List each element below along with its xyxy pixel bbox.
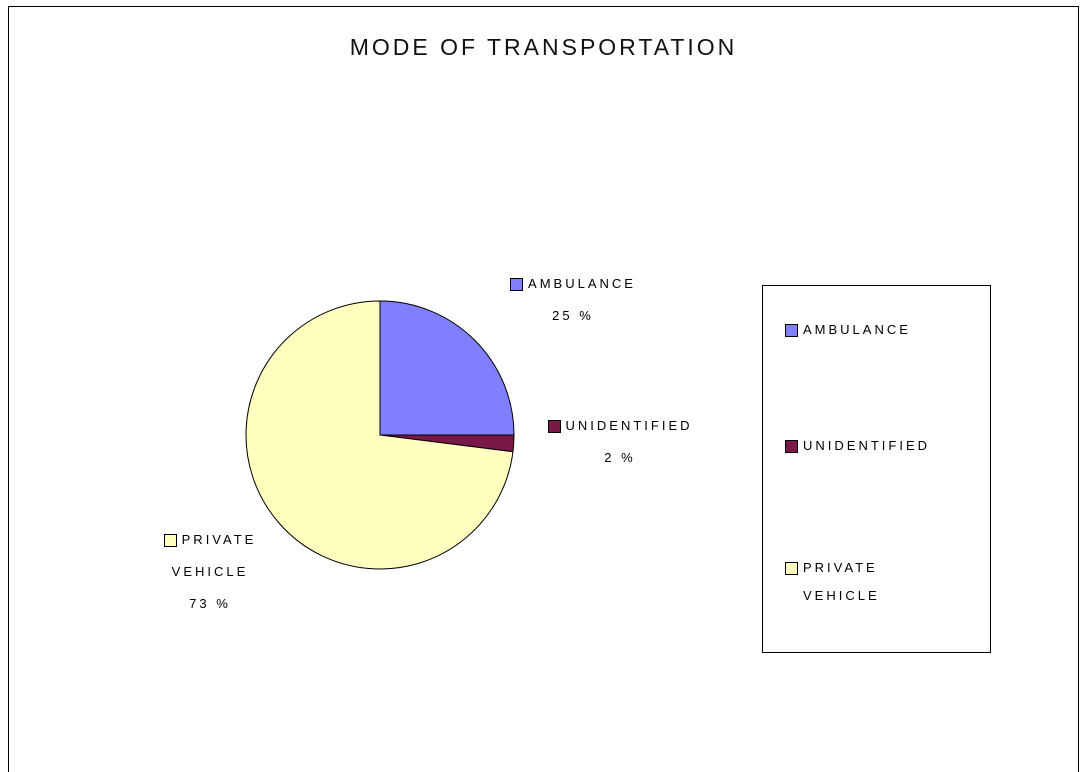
data-label-value: 2 % xyxy=(604,450,636,465)
legend-swatch xyxy=(785,562,798,575)
legend-box xyxy=(762,285,991,653)
data-label-swatch xyxy=(547,420,561,434)
legend-entry: UNIDENTIFIED xyxy=(785,432,933,460)
data-label-value: 25 % xyxy=(552,308,594,323)
data-label: PRIVATE VEHICLE 73 % xyxy=(135,524,285,620)
data-label-value: 73 % xyxy=(189,596,231,611)
data-label-name-line: PRIVATE VEHICLE xyxy=(135,524,285,588)
pie-slice xyxy=(379,300,515,436)
data-label-swatch xyxy=(163,534,177,548)
chart-title: MODE OF TRANSPORTATION xyxy=(349,34,738,60)
data-label-name: UNIDENTIFIED xyxy=(565,418,693,433)
data-label-name-line: AMBULANCE xyxy=(473,268,673,300)
legend-swatch xyxy=(785,440,798,453)
data-label-name: PRIVATE VEHICLE xyxy=(171,532,257,579)
legend-label: UNIDENTIFIED xyxy=(803,438,930,453)
legend-swatch xyxy=(785,324,798,337)
data-label: AMBULANCE 25 % xyxy=(473,268,673,332)
data-label-name: AMBULANCE xyxy=(528,276,636,291)
data-label: UNIDENTIFIED 2 % xyxy=(510,410,730,474)
pie-slice xyxy=(245,300,514,570)
data-label-swatch xyxy=(510,278,524,292)
chart-frame xyxy=(8,6,1079,772)
legend-label: AMBULANCE xyxy=(803,322,911,337)
legend-label: PRIVATE VEHICLE xyxy=(803,560,880,603)
legend-entry: PRIVATE VEHICLE xyxy=(785,554,933,610)
data-label-name-line: UNIDENTIFIED xyxy=(510,410,730,442)
legend-entry: AMBULANCE xyxy=(785,316,933,344)
